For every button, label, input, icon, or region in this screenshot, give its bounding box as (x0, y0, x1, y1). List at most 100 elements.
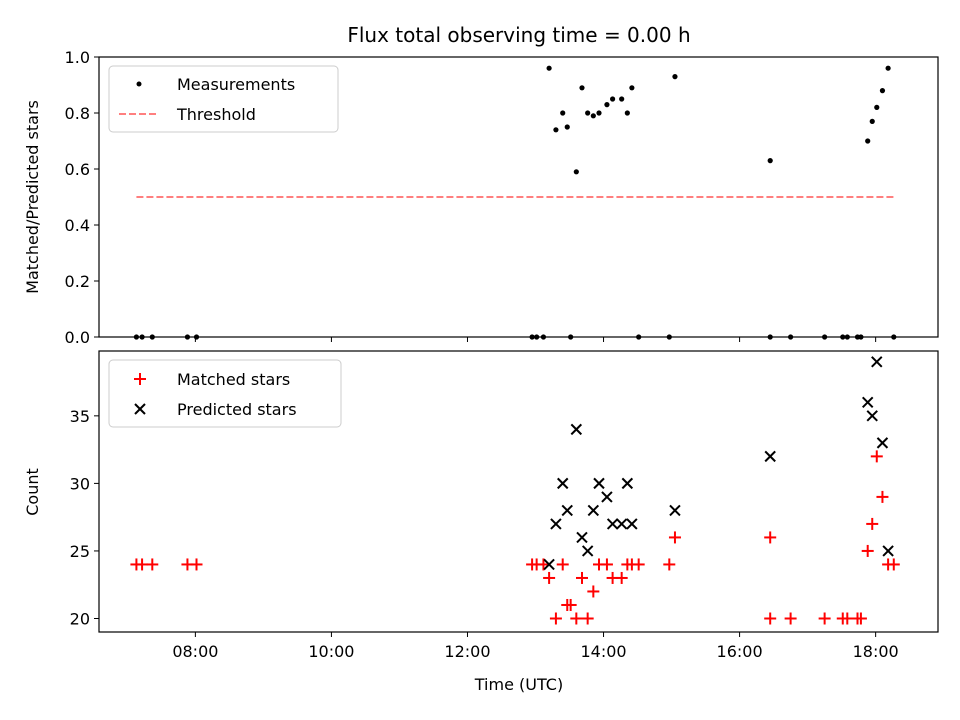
matched-stars-point (870, 450, 883, 463)
matched-stars-point (887, 558, 900, 571)
x-tick-label: 18:00 (853, 642, 899, 661)
predicted-stars-point (626, 518, 638, 530)
matched-stars-point (556, 558, 569, 571)
top-x-ticks (194, 337, 877, 342)
measurement-point (624, 110, 630, 116)
measurement-point (885, 65, 891, 71)
legend-matched-marker (134, 373, 146, 385)
bottom-y-ticks: 20 25 30 35 (70, 407, 99, 628)
legend-matched-label: Matched stars (177, 370, 290, 389)
matched-stars-point (575, 571, 588, 584)
matched-stars-point (600, 558, 613, 571)
predicted-stars-point (561, 504, 573, 517)
y-tick-label: 0.2 (65, 272, 90, 291)
matched-stars-point (861, 544, 874, 557)
matched-stars-point (841, 612, 854, 625)
predicted-stars-point (587, 504, 600, 517)
y-tick-label: 0.8 (65, 104, 90, 123)
y-tick-label: 0.6 (65, 160, 90, 179)
predicted-stars-point (621, 477, 634, 490)
measurement-point (672, 74, 678, 80)
matched-stars-point (668, 531, 681, 544)
legend-measurements-label: Measurements (177, 75, 295, 94)
predicted-stars-point (576, 531, 588, 544)
predicted-stars-point (593, 477, 605, 490)
x-axis-label: Time (UTC) (474, 675, 563, 694)
matched-stars-point (764, 531, 777, 544)
y-tick-label: 35 (70, 407, 90, 426)
y-tick-label: 1.0 (65, 48, 90, 67)
matched-stars-point (146, 558, 159, 571)
x-tick-label: 16:00 (717, 642, 763, 661)
bottom-y-axis-label: Count (23, 468, 42, 516)
predicted-stars-point (557, 477, 569, 490)
matched-stars-point (615, 571, 628, 584)
bottom-axes-frame (98, 350, 939, 633)
measurement-point (585, 110, 591, 116)
bottom-marks (130, 356, 900, 625)
x-tick-label: 14:00 (580, 642, 626, 661)
measurement-point (579, 85, 585, 91)
matched-stars-point (587, 585, 600, 598)
predicted-stars-point (601, 491, 613, 503)
top-legend: Measurements Threshold (108, 65, 339, 133)
matched-stars-point (866, 517, 879, 530)
matched-stars-point (190, 558, 203, 571)
measurement-point (874, 104, 880, 110)
matched-stars-point (570, 612, 583, 625)
matched-stars-point (549, 612, 562, 625)
matched-stars-point (581, 612, 594, 625)
measurement-point (879, 88, 886, 94)
predicted-stars-point (882, 545, 894, 557)
measurement-point (869, 118, 875, 124)
measurement-point (573, 169, 579, 175)
y-tick-label: 30 (70, 474, 90, 493)
predicted-stars-point (570, 423, 583, 436)
measurement-point (629, 85, 635, 91)
predicted-stars-point (550, 518, 562, 530)
legend-threshold-label: Threshold (176, 105, 256, 124)
bottom-x-ticks: 08:00 10:00 12:00 14:00 16:00 18:00 (172, 632, 899, 661)
measurement-point (604, 102, 610, 108)
x-tick-label: 12:00 (444, 642, 490, 661)
x-tick-label: 10:00 (308, 642, 354, 661)
matched-stars-point (136, 558, 149, 571)
measurement-point (610, 96, 616, 102)
x-tick-label: 08:00 (172, 642, 218, 661)
measurement-point (560, 110, 566, 116)
predicted-stars-point (871, 356, 883, 368)
matched-stars-point (764, 612, 777, 625)
predicted-stars-point (764, 450, 776, 463)
predicted-stars-point (615, 518, 628, 530)
matched-stars-point (784, 612, 797, 625)
measurement-point (619, 96, 625, 102)
measurement-point (546, 65, 552, 71)
measurement-point (596, 110, 602, 116)
matched-stars-point (543, 571, 556, 584)
legend-predicted-marker (134, 403, 146, 415)
predicted-stars-point (606, 518, 619, 530)
measurement-point (564, 124, 570, 130)
matched-stars-point (663, 558, 676, 571)
matched-stars-point (854, 612, 867, 625)
matched-stars-point (632, 558, 645, 571)
measurement-point (767, 158, 773, 164)
bottom-legend-box (108, 359, 342, 428)
y-tick-label: 0.4 (65, 216, 90, 235)
predicted-stars-point (543, 558, 555, 571)
y-tick-label: 25 (70, 542, 90, 561)
predicted-stars-point (866, 410, 878, 422)
y-tick-label: 20 (70, 609, 90, 628)
matched-stars-point (818, 612, 831, 625)
top-panel: Flux total observing time = 0.00 h 0.00.… (23, 23, 939, 347)
chart-title: Flux total observing time = 0.00 h (347, 23, 690, 47)
matched-stars-point (564, 598, 577, 611)
bottom-legend: Matched stars Predicted stars (108, 359, 342, 428)
predicted-stars-point (876, 437, 889, 449)
legend-measurements-marker (136, 81, 142, 87)
measurement-point (865, 138, 871, 144)
matched-stars-point (876, 490, 889, 503)
predicted-stars-point (861, 396, 874, 409)
